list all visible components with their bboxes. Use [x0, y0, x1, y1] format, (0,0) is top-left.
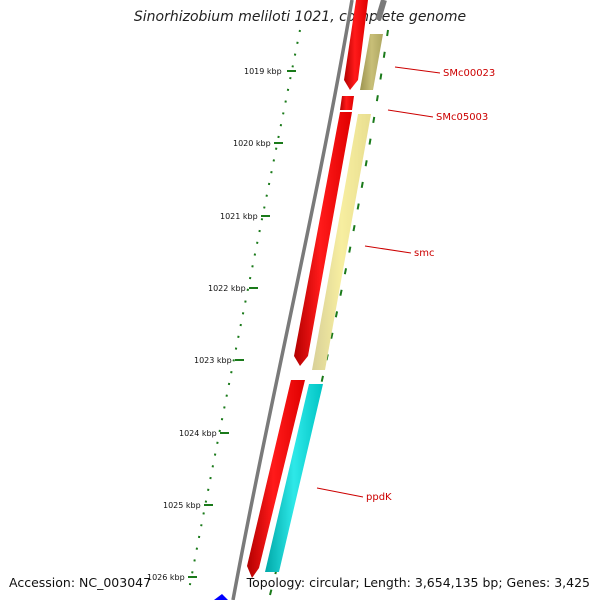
- accession-label: Accession: NC_003047: [9, 575, 152, 590]
- label-smc05003[interactable]: SMc05003: [436, 112, 488, 123]
- gene-smc00023-bar[interactable]: [360, 34, 383, 90]
- position-track-dots: [187, 29, 301, 596]
- tick-label-1020: 1020 kbp: [233, 139, 271, 148]
- tick-label-1022: 1022 kbp: [208, 284, 246, 293]
- tick-label-1023: 1023 kbp: [194, 356, 232, 365]
- label-smc[interactable]: smc: [414, 248, 434, 259]
- leader-smc: [364, 245, 412, 254]
- tick-label-1021: 1021 kbp: [220, 212, 258, 221]
- label-ppdk[interactable]: ppdK: [366, 492, 392, 503]
- cds-forward-4[interactable]: [247, 380, 305, 578]
- cds-forward-1[interactable]: [344, 0, 368, 90]
- gene-ppdk-bar[interactable]: [265, 384, 323, 572]
- cds-forward-3[interactable]: [294, 112, 352, 366]
- gene-labels: SMc00023 SMc05003 smc ppdK: [316, 66, 495, 503]
- reverse-gene-track: [265, 34, 383, 572]
- tick-marks: 1019 kbp 1020 kbp 1021 kbp 1022 kbp 1023…: [147, 67, 296, 582]
- tick-label-1026: 1026 kbp: [147, 573, 185, 582]
- leader-smc00023: [394, 66, 441, 74]
- genome-summary: Topology: circular; Length: 3,654,135 bp…: [246, 575, 590, 590]
- position-marker-icon[interactable]: [214, 594, 228, 600]
- cds-forward-2[interactable]: [340, 96, 354, 110]
- tick-label-1019: 1019 kbp: [244, 67, 282, 76]
- gene-smc-bar[interactable]: [312, 114, 371, 370]
- label-smc00023[interactable]: SMc00023: [443, 68, 495, 79]
- leader-smc05003: [387, 109, 434, 118]
- leader-ppdk: [316, 487, 364, 498]
- forward-cds-track: [247, 0, 368, 578]
- tick-label-1024: 1024 kbp: [179, 429, 217, 438]
- genome-backbone-top-right: [375, 0, 387, 21]
- genome-backbone: [231, 0, 354, 600]
- tick-label-1025: 1025 kbp: [163, 501, 201, 510]
